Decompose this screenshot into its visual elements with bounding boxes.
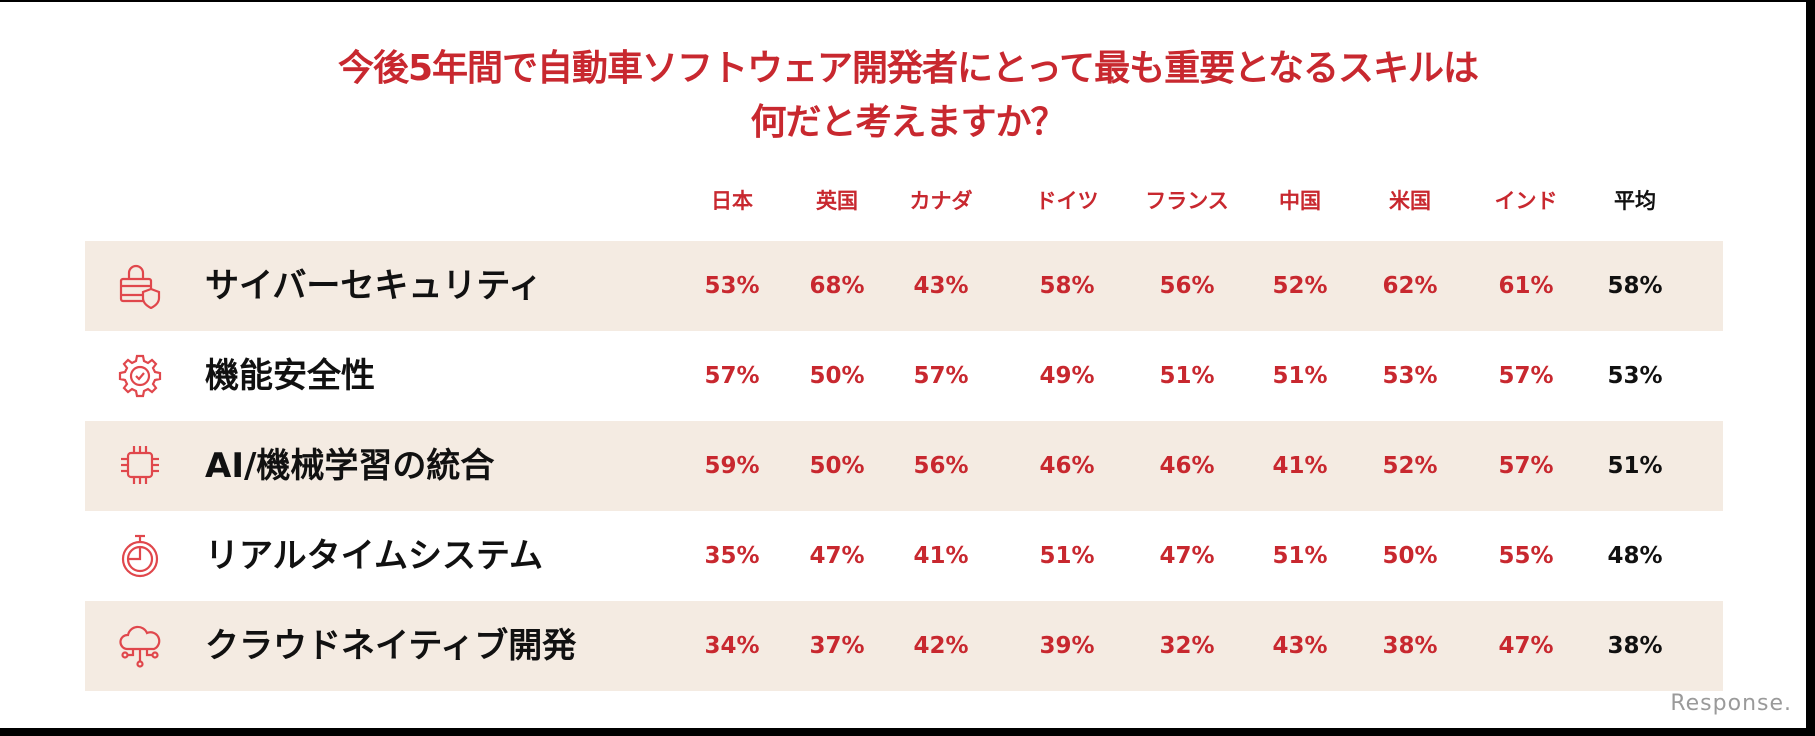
value-cell: 51% (1272, 543, 1328, 569)
value-cell: 47% (809, 543, 865, 569)
table-row: リアルタイムシステム 35% 47% 41% 51% 47% 51% 50% 5… (85, 511, 1723, 601)
value-cell: 55% (1498, 543, 1554, 569)
table-row: AI/機械学習の統合 59% 50% 56% 46% 46% 41% 52% 5… (85, 421, 1723, 511)
value-cell: 49% (1039, 363, 1095, 389)
value-cell: 56% (1159, 273, 1215, 299)
title-line-1: 今後5年間で自動車ソフトウェア開発者にとって最も重要となるスキルは (337, 48, 1479, 89)
average-cell: 38% (1607, 633, 1663, 659)
average-cell: 58% (1607, 273, 1663, 299)
value-cell: 47% (1498, 633, 1554, 659)
value-cell: 53% (1382, 363, 1438, 389)
value-cell: 47% (1159, 543, 1215, 569)
column-header-china: 中国 (1279, 189, 1321, 213)
value-cell: 39% (1039, 633, 1095, 659)
average-cell: 48% (1607, 543, 1663, 569)
value-cell: 50% (809, 453, 865, 479)
column-header-france: フランス (1145, 189, 1229, 213)
value-cell: 50% (1382, 543, 1438, 569)
row-label: リアルタイムシステム (205, 536, 543, 576)
value-cell: 53% (704, 273, 760, 299)
value-cell: 52% (1272, 273, 1328, 299)
cloud-network-icon (115, 623, 165, 669)
table-row: サイバーセキュリティ 53% 68% 43% 58% 56% 52% 62% 6… (85, 241, 1723, 331)
column-header-japan: 日本 (711, 189, 753, 213)
value-cell: 50% (809, 363, 865, 389)
column-header-usa: 米国 (1389, 189, 1431, 213)
stopwatch-icon (115, 533, 165, 579)
value-cell: 43% (913, 273, 969, 299)
value-cell: 46% (1039, 453, 1095, 479)
column-header-germany: ドイツ (1035, 189, 1099, 213)
column-header-canada: カナダ (909, 189, 973, 213)
column-header-average: 平均 (1614, 189, 1656, 213)
value-cell: 57% (704, 363, 760, 389)
value-cell: 68% (809, 273, 865, 299)
column-header-uk: 英国 (816, 189, 858, 213)
table-row: クラウドネイティブ開発 34% 37% 42% 39% 32% 43% 38% … (85, 601, 1723, 691)
value-cell: 43% (1272, 633, 1328, 659)
value-cell: 51% (1272, 363, 1328, 389)
value-cell: 51% (1159, 363, 1215, 389)
row-label: クラウドネイティブ開発 (205, 626, 577, 666)
value-cell: 62% (1382, 273, 1438, 299)
lock-shield-icon (115, 263, 165, 310)
value-cell: 35% (704, 543, 760, 569)
value-cell: 38% (1382, 633, 1438, 659)
value-cell: 56% (913, 453, 969, 479)
gear-check-icon (115, 353, 165, 399)
value-cell: 57% (1498, 453, 1554, 479)
value-cell: 32% (1159, 633, 1215, 659)
value-cell: 59% (704, 453, 760, 479)
chart-title: 今後5年間で自動車ソフトウェア開発者にとって最も重要となるスキルは 何だと考えま… (0, 42, 1815, 150)
value-cell: 46% (1159, 453, 1215, 479)
chip-icon (115, 443, 165, 489)
value-cell: 34% (704, 633, 760, 659)
table-row: 機能安全性 57% 50% 57% 49% 51% 51% 53% 57% 53… (85, 331, 1723, 421)
column-header-india: インド (1494, 189, 1558, 213)
value-cell: 42% (913, 633, 969, 659)
value-cell: 52% (1382, 453, 1438, 479)
title-line-2: 何だと考えますか？ (750, 102, 1066, 143)
value-cell: 51% (1039, 543, 1095, 569)
value-cell: 41% (913, 543, 969, 569)
value-cell: 58% (1039, 273, 1095, 299)
value-cell: 57% (913, 363, 969, 389)
average-cell: 53% (1607, 363, 1663, 389)
value-cell: 41% (1272, 453, 1328, 479)
value-cell: 37% (809, 633, 865, 659)
row-label: 機能安全性 (205, 356, 375, 396)
value-cell: 61% (1498, 273, 1554, 299)
average-cell: 51% (1607, 453, 1663, 479)
row-label: サイバーセキュリティ (205, 266, 543, 306)
value-cell: 57% (1498, 363, 1554, 389)
row-label: AI/機械学習の統合 (205, 446, 495, 486)
response-watermark: Response. (1670, 691, 1792, 716)
